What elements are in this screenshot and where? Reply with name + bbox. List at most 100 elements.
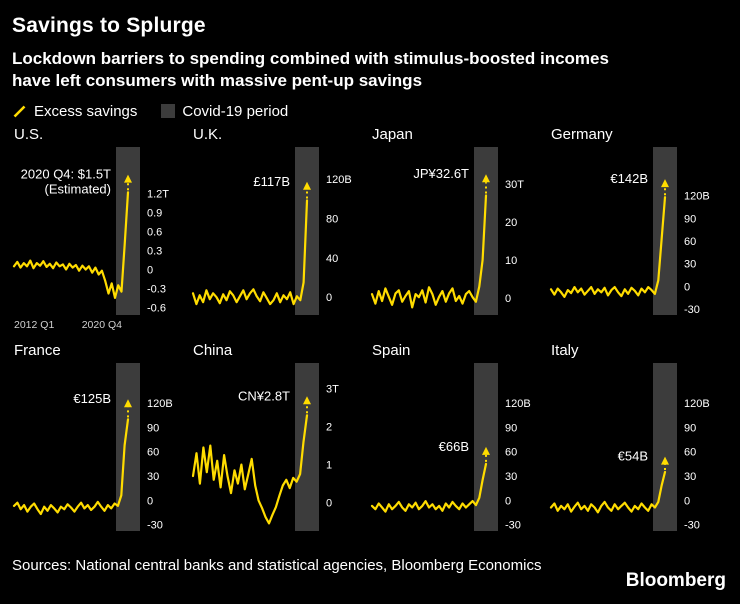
chart-germany: 120B 90 60 30 0 -30 €142B (549, 146, 710, 316)
y-tick-label: 0 (684, 495, 690, 507)
annotation-label: JP¥32.6T (413, 166, 469, 181)
legend-label-excess-savings: Excess savings (34, 102, 138, 120)
y-tick-label: 60 (684, 236, 696, 248)
excess-savings-line (12, 418, 130, 515)
y-tick-label: 1 (326, 459, 332, 471)
y-tick-label: 0.6 (147, 226, 162, 238)
excess-savings-line-icon (13, 105, 26, 118)
chart-title-china: China (193, 341, 233, 359)
chart-spain: 120B 90 60 30 0 -30 €66B (370, 362, 531, 531)
bloomberg-logo: Bloomberg (625, 570, 726, 591)
sources-note: Sources: National central banks and stat… (12, 556, 542, 574)
chart-cell-japan: Japan 30T 20 10 0 JP¥32.6T (370, 124, 549, 338)
legend-item-covid-period: Covid-19 period (161, 103, 288, 120)
excess-savings-line (549, 470, 667, 514)
arrow-up-icon (482, 174, 490, 183)
chart-title-japan: Japan (372, 125, 413, 143)
y-tick-label: 90 (684, 213, 696, 225)
y-tick-label: 120B (326, 174, 352, 186)
legend-item-excess-savings: Excess savings (12, 103, 137, 120)
x-axis-label-start: 2012 Q1 (14, 319, 54, 331)
y-tick-label: 20 (505, 217, 517, 229)
chart-france: 120B 90 60 30 0 -30 €125B (12, 362, 173, 531)
chart-cell-uk: U.K. 120B 80 40 0 £117B (191, 124, 370, 338)
y-tick-label: 80 (326, 213, 338, 225)
chart-title-us: U.S. (14, 125, 44, 143)
excess-savings-line (191, 199, 309, 306)
y-tick-label: -0.6 (147, 302, 166, 314)
annotation-label: €125B (73, 391, 111, 406)
chart-cell-us: U.S. 1.2T 0.9 0.6 0.3 0 -0.3 -0.6 2020 Q4: $1.5… (12, 124, 191, 338)
y-tick-label: 2 (326, 421, 332, 433)
x-axis-label-end: 2020 Q4 (82, 319, 122, 331)
y-tick-label: 120B (147, 398, 173, 410)
excess-savings-line (370, 462, 488, 513)
chart-cell-spain: Spain 120B 90 60 30 0 -30 €66B (370, 340, 549, 554)
arrow-up-icon (303, 396, 311, 405)
y-tick-label: 120B (684, 191, 710, 203)
arrow-up-icon (124, 174, 132, 183)
chart-us: 1.2T 0.9 0.6 0.3 0 -0.3 -0.6 2020 Q4: $1.5T(Est… (12, 146, 169, 331)
arrow-up-icon (303, 181, 311, 190)
page-title: Savings to Splurge (12, 14, 206, 37)
legend-label-covid-period: Covid-19 period (182, 102, 289, 120)
chart-cell-france: France 120B 90 60 30 0 -30 €125B (12, 340, 191, 554)
chart-cell-germany: Germany 120B 90 60 30 0 -30 €142B (549, 124, 728, 338)
y-tick-label: 60 (684, 447, 696, 459)
legend: Excess savings Covid-19 period (12, 103, 728, 120)
arrow-up-icon (482, 446, 490, 455)
y-tick-label: 30 (147, 471, 159, 483)
annotation-label: £117B (253, 174, 290, 189)
y-tick-label: 30T (505, 179, 524, 191)
annotation-label: (Estimated) (45, 181, 111, 196)
chart-title-france: France (14, 341, 61, 359)
chart-title-italy: Italy (551, 341, 579, 359)
y-tick-label: 120B (505, 398, 531, 410)
y-tick-label: 60 (505, 447, 517, 459)
annotation-label: €142B (610, 171, 648, 186)
chart-cell-italy: Italy 120B 90 60 30 0 -30 €54B (549, 340, 728, 554)
y-tick-label: 30 (505, 471, 517, 483)
y-tick-label: -30 (147, 519, 163, 531)
excess-savings-line (370, 194, 488, 309)
annotation-label: 2020 Q4: $1.5T (21, 166, 111, 181)
y-tick-label: 0 (326, 497, 332, 509)
charts-grid: U.S. 1.2T 0.9 0.6 0.3 0 -0.3 -0.6 2020 Q4: $1.5… (12, 124, 728, 554)
y-tick-label: 0 (147, 495, 153, 507)
covid-period-swatch-icon (161, 104, 176, 119)
covid-period-band (116, 362, 140, 531)
arrow-up-icon (661, 456, 669, 465)
y-tick-label: 90 (505, 422, 517, 434)
chart-italy: 120B 90 60 30 0 -30 €54B (549, 362, 710, 531)
y-tick-label: 40 (326, 253, 338, 265)
y-tick-label: 0.9 (147, 207, 162, 219)
y-tick-label: -30 (505, 519, 521, 531)
y-tick-label: 0 (505, 293, 511, 305)
annotation-label: €54B (618, 448, 648, 463)
chart-cell-china: China 3T 2 1 0 CN¥2.8T (191, 340, 370, 554)
y-tick-label: 90 (147, 422, 159, 434)
y-tick-label: 0 (684, 281, 690, 293)
covid-period-band (295, 362, 319, 531)
y-tick-label: 90 (684, 422, 696, 434)
chart-japan: 30T 20 10 0 JP¥32.6T (370, 146, 524, 315)
page-subtitle: Lockdown barriers to spending combined w… (12, 49, 609, 91)
excess-savings-line (12, 191, 130, 299)
y-tick-label: 0.3 (147, 245, 162, 257)
covid-period-band (295, 146, 319, 315)
y-tick-label: 60 (147, 447, 159, 459)
chart-title-germany: Germany (551, 125, 613, 143)
annotation-label: €66B (439, 439, 469, 454)
y-tick-label: 0 (147, 264, 153, 276)
annotation-label: CN¥2.8T (238, 388, 290, 403)
y-tick-label: 30 (684, 471, 696, 483)
chart-title-uk: U.K. (193, 125, 223, 143)
y-tick-label: -30 (684, 304, 700, 316)
chart-uk: 120B 80 40 0 £117B (191, 146, 352, 315)
y-tick-label: 0 (326, 292, 332, 304)
arrow-up-icon (661, 178, 669, 187)
y-tick-label: 3T (326, 384, 339, 396)
arrow-up-icon (124, 399, 132, 408)
y-tick-label: 0 (505, 495, 511, 507)
